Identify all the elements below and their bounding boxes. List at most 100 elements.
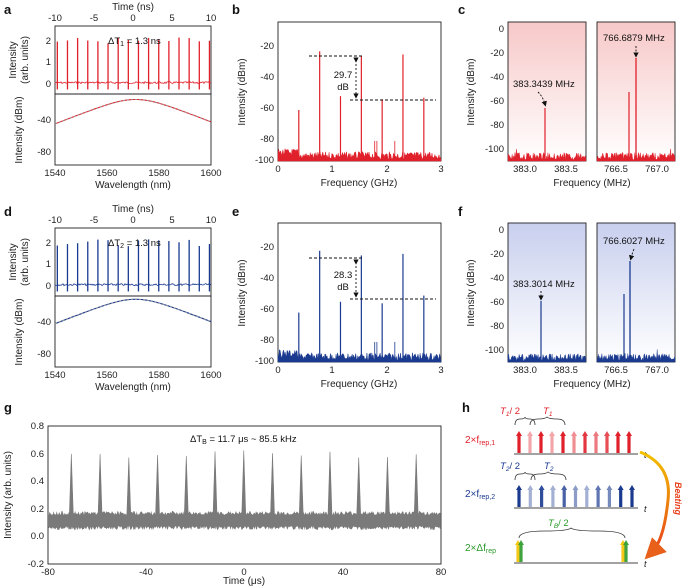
a-bottom-fit-line xyxy=(54,99,212,125)
d-top-xtick: 5 xyxy=(169,215,174,226)
pulse-arrow xyxy=(572,485,579,507)
b-xtick: 0 xyxy=(275,164,280,175)
f-left-noise xyxy=(507,353,587,363)
a-top-xticks: -10 -5 0 5 10 xyxy=(48,13,216,24)
pulse-arrow xyxy=(538,431,544,453)
h-row2-t: t xyxy=(644,504,647,514)
d-bottom-xlabel: Wavelength (nm) xyxy=(95,382,171,393)
noise-floor-trace xyxy=(277,349,442,363)
g-ytick: 0.4 xyxy=(31,476,44,487)
g-ytick: -0.2 xyxy=(28,559,44,570)
e-ytick: -20 xyxy=(260,242,274,253)
panel-label-d: d xyxy=(4,204,12,219)
e-ylabel: Intensity (dBm) xyxy=(237,259,248,326)
a-bottom-xtick: 1580 xyxy=(148,168,169,179)
f-xtick: 767.0 xyxy=(645,365,669,376)
panel-b: -20 -40 -60 -80 -100 Intensity (dBm) 29.… xyxy=(237,21,444,189)
f-right-arrow xyxy=(629,248,635,261)
h-row3-t: t xyxy=(644,559,647,569)
pulse-arrow xyxy=(527,485,534,507)
f-xtick: 383.0 xyxy=(513,365,537,376)
beat-peak xyxy=(155,455,160,516)
e-ytick: -60 xyxy=(260,304,274,315)
d-top-ytick: 1 xyxy=(46,259,51,270)
g-xtick: -40 xyxy=(139,567,153,578)
a-top-xlabel: Time (ns) xyxy=(112,2,154,13)
pulse-arrow xyxy=(561,485,568,507)
panel-d: Time (ns) -10 -5 0 5 10 2 1 0 Intensity … xyxy=(8,204,222,393)
f-ytick: 0 xyxy=(499,225,504,236)
d-bottom-ylabel: Intensity (dBm) xyxy=(14,298,25,365)
c-ytick: -20 xyxy=(490,48,504,59)
a-bottom-ytick: -40 xyxy=(37,115,51,126)
c-ytick: -80 xyxy=(490,120,504,131)
d-bottom-spectrum-line xyxy=(54,298,212,325)
a-top-ylabel-2: (arb. units) xyxy=(20,36,31,84)
h-T2-half-brace xyxy=(514,471,536,481)
pulse-arrow xyxy=(629,485,635,507)
noise-trace xyxy=(596,349,676,363)
d-top-xlabel: Time (ns) xyxy=(112,204,154,215)
g-xtick: 0 xyxy=(241,567,246,578)
pulse-arrow xyxy=(516,485,522,507)
noise-trace xyxy=(507,353,587,363)
a-delta-t-annotation: ΔT1 = 1.3 ns xyxy=(108,36,161,48)
beat-peak xyxy=(270,453,275,516)
beat-arrow xyxy=(623,540,629,562)
g-ylabel: Intensity (arb. units) xyxy=(3,451,14,539)
beat-peak xyxy=(183,455,189,516)
h-TB-brace xyxy=(518,527,626,539)
beat-peak xyxy=(69,453,74,516)
h-row1-pulses xyxy=(516,431,632,453)
a-bottom-xtick: 1600 xyxy=(200,168,221,179)
g-ytick: 0.0 xyxy=(31,531,44,542)
c-xtick: 383.5 xyxy=(554,164,578,175)
d-bottom-ytick: -40 xyxy=(37,317,51,328)
e-ytick: -40 xyxy=(260,273,274,284)
h-T1-label: T1 xyxy=(543,406,553,418)
panel-a: Time (ns) -10 -5 0 5 10 2 1 0 Intensity … xyxy=(8,2,222,191)
baseline-trace xyxy=(54,81,212,85)
a-bottom-ylabel: Intensity (dBm) xyxy=(14,96,25,163)
e-xticks: 0 1 2 3 xyxy=(275,365,443,376)
d-bottom-xtick: 1560 xyxy=(96,370,117,381)
g-beat-peaks xyxy=(69,450,419,516)
g-delta-t-annotation: ΔTB = 11.7 μs ~ 85.5 kHz xyxy=(190,434,297,446)
h-T1-half-brace xyxy=(514,416,536,426)
h-T1-brace xyxy=(529,416,566,426)
pulse-arrow xyxy=(617,485,624,507)
g-ytick: 0.2 xyxy=(31,504,44,515)
h-T1-half-label: T1/ 2 xyxy=(500,406,520,418)
c-left-noise xyxy=(507,149,587,162)
panel-label-a: a xyxy=(4,2,12,17)
c-ytick: -60 xyxy=(490,96,504,107)
pulse-arrow xyxy=(560,431,566,453)
d-top-xtick: 10 xyxy=(206,215,217,226)
e-xtick: 3 xyxy=(438,365,443,376)
pulse-arrow xyxy=(595,485,602,507)
h-beating-arrow xyxy=(639,450,670,560)
h-row2-pulses xyxy=(516,485,635,507)
f-right-noise xyxy=(596,349,676,363)
h-T2-label: T2 xyxy=(544,461,554,473)
panel-c: 0 -20 -40 -60 -80 -100 Intensity (dBm) 3… xyxy=(466,21,676,189)
a-top-yticks: 2 1 0 xyxy=(46,36,51,90)
d-top-ylabel-1: Intensity xyxy=(8,243,19,280)
e-xlabel: Frequency (GHz) xyxy=(321,379,398,390)
c-yticks: 0 -20 -40 -60 -80 -100 xyxy=(485,24,504,155)
panel-label-c: c xyxy=(458,2,465,17)
a-bottom-frame xyxy=(54,93,212,166)
g-xtick: 40 xyxy=(338,567,349,578)
a-bottom-xlabel: Wavelength (nm) xyxy=(95,180,171,191)
c-right-annotation: 766.6879 MHz xyxy=(603,33,665,44)
e-frame xyxy=(277,222,442,363)
panel-label-f: f xyxy=(458,204,463,219)
pulse-arrow xyxy=(538,485,545,507)
e-ytick: -100 xyxy=(255,356,274,367)
d-top-xticks: -10 -5 0 5 10 xyxy=(48,215,216,226)
b-ytick: -20 xyxy=(260,41,274,52)
b-xtick: 2 xyxy=(384,164,389,175)
d-bottom-xtick: 1580 xyxy=(148,370,169,381)
beat-peak xyxy=(97,453,103,516)
